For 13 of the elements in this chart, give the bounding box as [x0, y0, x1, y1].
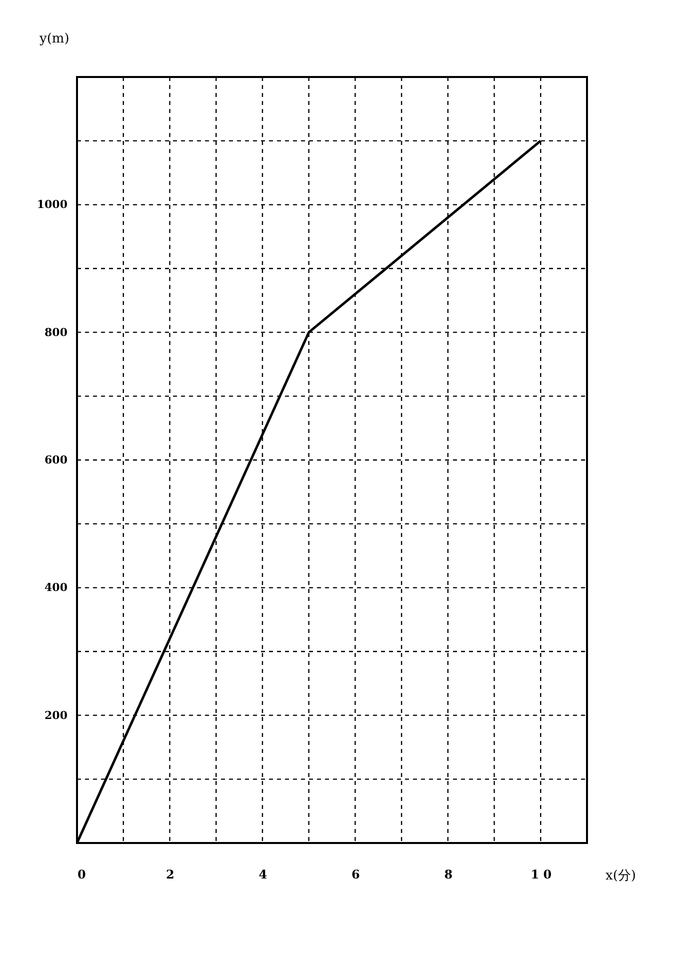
y-tick-label: 1000	[36, 198, 68, 212]
x-tick-label: 1 0	[530, 868, 552, 882]
y-tick-label: 200	[44, 708, 68, 722]
y-tick-label: 800	[44, 326, 68, 339]
x-tick-label: 8	[444, 868, 453, 882]
y-axis-title: y(m)	[38, 32, 70, 46]
x-tick-label: 6	[352, 868, 360, 882]
x-tick-label: 4	[258, 868, 268, 882]
y-tick-label: 600	[44, 454, 68, 466]
x-tick-label: 0	[78, 868, 86, 882]
x-tick-label: 2	[166, 868, 174, 882]
y-tick-label: 400	[44, 581, 68, 594]
x-axis-title: x(分)	[606, 868, 636, 884]
